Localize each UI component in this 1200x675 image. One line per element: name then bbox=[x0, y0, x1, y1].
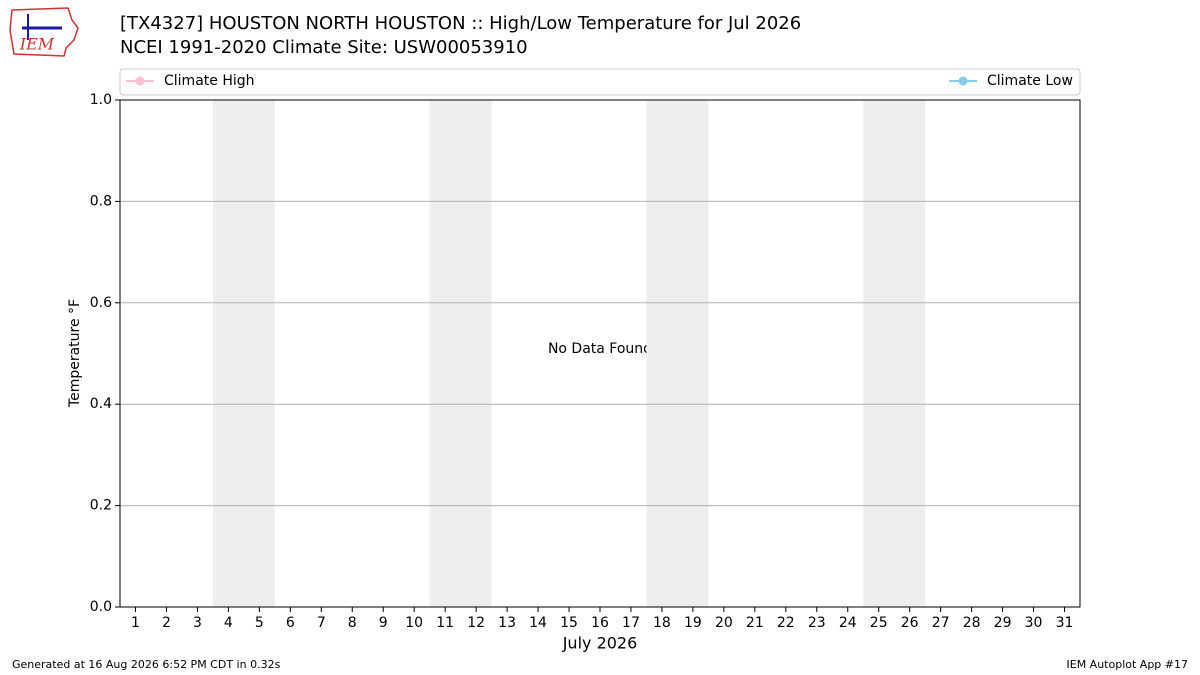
x-tick-label: 27 bbox=[932, 615, 950, 631]
plot-area bbox=[120, 99, 1080, 608]
x-tick-label: 23 bbox=[808, 615, 826, 631]
chart-title: [TX4327] HOUSTON NORTH HOUSTON :: High/L… bbox=[120, 13, 801, 34]
x-tick-label: 12 bbox=[467, 615, 485, 631]
weekend-band bbox=[212, 100, 275, 607]
x-tick-label: 30 bbox=[1025, 615, 1043, 631]
x-tick-label: 4 bbox=[224, 615, 233, 631]
x-tick-label: 10 bbox=[405, 615, 423, 631]
x-tick-label: 31 bbox=[1056, 615, 1074, 631]
weekend-band bbox=[429, 100, 492, 607]
x-tick-label: 13 bbox=[498, 615, 516, 631]
x-tick-label: 21 bbox=[746, 615, 764, 631]
y-tick-label: 0.2 bbox=[90, 498, 112, 514]
legend bbox=[119, 68, 1081, 96]
x-tick-label: 25 bbox=[870, 615, 888, 631]
x-tick-label: 3 bbox=[193, 615, 202, 631]
x-tick-label: 5 bbox=[255, 615, 264, 631]
x-tick-label: 15 bbox=[560, 615, 578, 631]
x-tick-label: 26 bbox=[901, 615, 919, 631]
y-tick-label: 0.6 bbox=[90, 295, 112, 311]
x-tick-label: 7 bbox=[317, 615, 326, 631]
x-tick-label: 1 bbox=[131, 615, 140, 631]
y-tick-label: 0.0 bbox=[90, 599, 112, 615]
annotation: No Data Found bbox=[548, 341, 652, 357]
y-tick-label: 0.4 bbox=[90, 396, 112, 412]
x-tick-label: 17 bbox=[622, 615, 640, 631]
weekend-band bbox=[646, 100, 709, 607]
x-tick-label: 24 bbox=[839, 615, 857, 631]
x-tick-label: 9 bbox=[379, 615, 388, 631]
weekend-band bbox=[863, 100, 926, 607]
legend-label: Climate High bbox=[164, 73, 255, 89]
legend-label: Climate Low bbox=[987, 73, 1073, 89]
plot-frame bbox=[119, 99, 1081, 608]
x-tick-label: 20 bbox=[715, 615, 733, 631]
x-tick-label: 29 bbox=[994, 615, 1012, 631]
x-tick-label: 18 bbox=[653, 615, 671, 631]
legend-marker bbox=[958, 76, 968, 86]
x-tick-label: 11 bbox=[436, 615, 454, 631]
legend-marker bbox=[135, 76, 145, 86]
x-tick-label: 8 bbox=[348, 615, 357, 631]
x-tick-label: 16 bbox=[591, 615, 609, 631]
footer-right: IEM Autoplot App #17 bbox=[1067, 658, 1189, 671]
logo-text: IEM bbox=[19, 35, 55, 54]
logo-outline bbox=[9, 7, 79, 57]
x-tick-label: 22 bbox=[777, 615, 795, 631]
x-tick-label: 14 bbox=[529, 615, 547, 631]
y-tick-label: 0.8 bbox=[90, 193, 112, 209]
footer-left: Generated at 16 Aug 2026 6:52 PM CDT in … bbox=[12, 658, 281, 671]
logo: IEM bbox=[9, 7, 79, 57]
y-axis-label: Temperature °F bbox=[67, 299, 83, 408]
x-axis-label: July 2026 bbox=[562, 634, 638, 653]
x-tick-label: 28 bbox=[963, 615, 981, 631]
x-tick-label: 2 bbox=[162, 615, 171, 631]
x-tick-label: 19 bbox=[684, 615, 702, 631]
chart-subtitle: NCEI 1991-2020 Climate Site: USW00053910 bbox=[120, 37, 528, 58]
y-tick-label: 1.0 bbox=[90, 92, 112, 108]
x-tick-label: 6 bbox=[286, 615, 295, 631]
